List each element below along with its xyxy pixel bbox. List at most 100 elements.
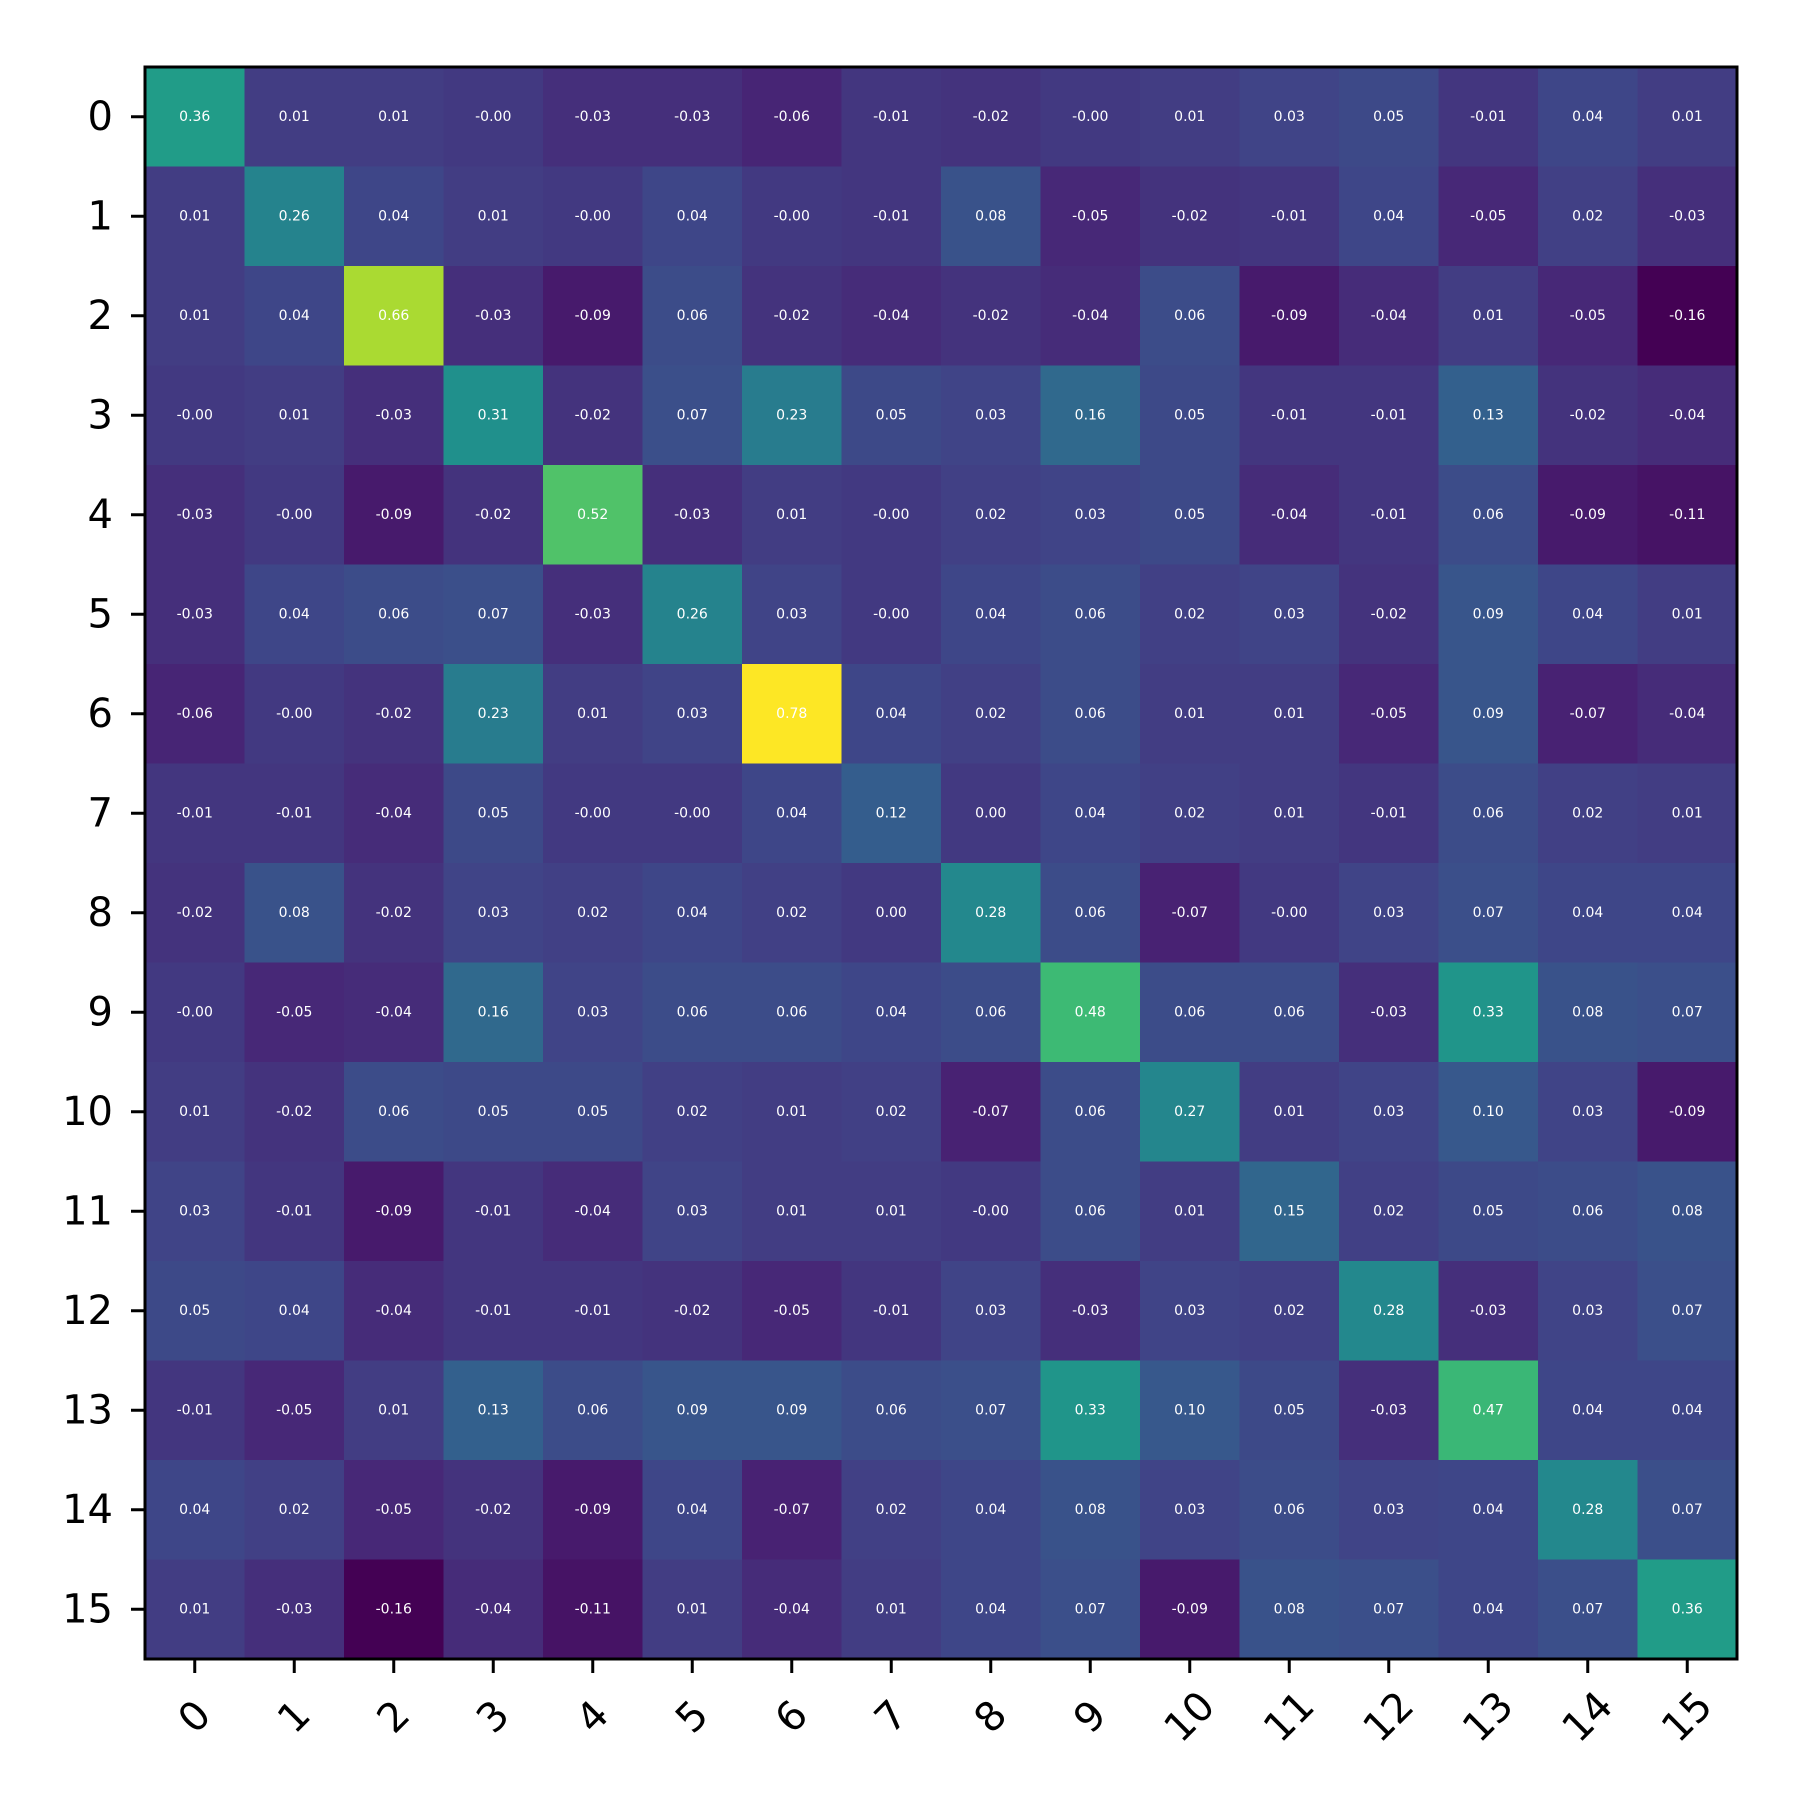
cell-value-label-9-8: 0.06 bbox=[975, 1004, 1006, 1020]
heatmap-cell-13-3 bbox=[443, 1360, 544, 1461]
cell-value-label-0-7: -0.01 bbox=[873, 109, 909, 125]
cell-value-label-15-13: 0.04 bbox=[1473, 1601, 1504, 1617]
cell-value-label-11-5: 0.03 bbox=[677, 1203, 708, 1219]
cell-value-label-4-2: -0.09 bbox=[376, 507, 412, 523]
heatmap-cell-2-4 bbox=[543, 266, 643, 366]
y-tick-label-11: 11 bbox=[62, 1188, 113, 1234]
cell-value-label-4-1: -0.00 bbox=[276, 507, 312, 523]
heatmap-cell-6-9 bbox=[1040, 664, 1141, 764]
cell-value-label-11-6: 0.01 bbox=[776, 1203, 807, 1219]
cell-value-label-8-2: -0.02 bbox=[376, 905, 412, 921]
heatmap-cell-11-9 bbox=[1040, 1161, 1141, 1262]
heatmap-cell-15-3 bbox=[443, 1559, 544, 1660]
heatmap-cell-13-10 bbox=[1140, 1360, 1240, 1461]
heatmap-cell-6-10 bbox=[1140, 664, 1240, 764]
heatmap-cell-8-0 bbox=[145, 863, 245, 963]
cell-value-label-2-4: -0.09 bbox=[575, 308, 611, 324]
cell-value-label-6-7: 0.04 bbox=[876, 706, 907, 722]
heatmap-cell-10-4 bbox=[543, 1062, 643, 1162]
cell-value-label-10-10: 0.27 bbox=[1174, 1104, 1205, 1120]
heatmap-cell-8-15 bbox=[1637, 863, 1738, 963]
heatmap-cell-0-9 bbox=[1040, 67, 1141, 167]
heatmap-cell-13-14 bbox=[1538, 1360, 1638, 1461]
heatmap-cell-9-11 bbox=[1239, 962, 1340, 1063]
heatmap-cell-2-11 bbox=[1239, 266, 1340, 366]
cell-value-label-3-4: -0.02 bbox=[575, 407, 611, 423]
cell-value-label-13-9: 0.33 bbox=[1075, 1402, 1106, 1418]
heatmap-cell-7-7 bbox=[841, 763, 942, 864]
y-tick-label-1: 1 bbox=[88, 193, 113, 239]
y-tick-label-9: 9 bbox=[88, 989, 113, 1035]
heatmap-cell-2-2 bbox=[344, 266, 444, 366]
heatmap-cell-1-5 bbox=[642, 166, 743, 267]
heatmap-cell-6-4 bbox=[543, 664, 643, 764]
cell-value-label-0-1: 0.01 bbox=[279, 109, 310, 125]
cell-value-label-5-3: 0.07 bbox=[478, 606, 509, 622]
cell-value-label-13-15: 0.04 bbox=[1672, 1402, 1703, 1418]
cell-value-label-15-4: -0.11 bbox=[575, 1601, 611, 1617]
cell-value-label-9-11: 0.06 bbox=[1274, 1004, 1305, 1020]
heatmap-cell-3-7 bbox=[841, 365, 942, 466]
cell-value-label-10-11: 0.01 bbox=[1274, 1104, 1305, 1120]
cell-value-label-13-2: 0.01 bbox=[378, 1402, 409, 1418]
heatmap-cell-6-3 bbox=[443, 664, 544, 764]
heatmap-cell-5-7 bbox=[841, 564, 942, 665]
cell-value-label-10-9: 0.06 bbox=[1075, 1104, 1106, 1120]
heatmap-cell-5-6 bbox=[742, 564, 842, 665]
heatmap-cell-12-4 bbox=[543, 1261, 643, 1361]
cell-value-label-14-5: 0.04 bbox=[677, 1502, 708, 1518]
cell-value-label-15-14: 0.07 bbox=[1572, 1601, 1603, 1617]
cell-value-label-9-13: 0.33 bbox=[1473, 1004, 1504, 1020]
cell-value-label-6-8: 0.02 bbox=[975, 706, 1006, 722]
heatmap-cell-11-8 bbox=[941, 1161, 1041, 1262]
heatmap-cell-5-12 bbox=[1339, 564, 1439, 665]
heatmap-cell-12-14 bbox=[1538, 1261, 1638, 1361]
heatmap-cell-4-4 bbox=[543, 465, 643, 565]
heatmap-cell-8-9 bbox=[1040, 863, 1141, 963]
cell-value-label-9-9: 0.48 bbox=[1075, 1004, 1106, 1020]
cells-layer bbox=[145, 67, 1738, 1660]
cell-value-label-0-9: -0.00 bbox=[1072, 109, 1108, 125]
cell-value-label-1-1: 0.26 bbox=[279, 208, 310, 224]
cell-value-label-11-10: 0.01 bbox=[1174, 1203, 1205, 1219]
cell-value-label-4-9: 0.03 bbox=[1075, 507, 1106, 523]
cell-value-label-12-13: -0.03 bbox=[1470, 1303, 1506, 1319]
heatmap-cell-3-15 bbox=[1637, 365, 1738, 466]
cell-value-label-7-2: -0.04 bbox=[376, 805, 412, 821]
heatmap-cell-7-8 bbox=[941, 763, 1041, 864]
heatmap-cell-13-5 bbox=[642, 1360, 743, 1461]
heatmap-cell-9-7 bbox=[841, 962, 942, 1063]
heatmap-cell-5-15 bbox=[1637, 564, 1738, 665]
cell-value-label-1-3: 0.01 bbox=[478, 208, 509, 224]
heatmap-cell-6-15 bbox=[1637, 664, 1738, 764]
heatmap-cell-3-8 bbox=[941, 365, 1041, 466]
cell-value-label-2-3: -0.03 bbox=[475, 308, 511, 324]
heatmap-cell-14-8 bbox=[941, 1460, 1041, 1560]
x-tick-label-2: 2 bbox=[368, 1692, 419, 1743]
heatmap-cell-0-10 bbox=[1140, 67, 1240, 167]
heatmap-cell-9-13 bbox=[1438, 962, 1539, 1063]
cell-value-label-8-12: 0.03 bbox=[1373, 905, 1404, 921]
heatmap-cell-7-9 bbox=[1040, 763, 1141, 864]
cell-value-label-11-11: 0.15 bbox=[1274, 1203, 1305, 1219]
heatmap-cell-10-11 bbox=[1239, 1062, 1340, 1162]
cell-value-label-1-7: -0.01 bbox=[873, 208, 909, 224]
cell-value-label-4-0: -0.03 bbox=[177, 507, 213, 523]
heatmap-cell-15-8 bbox=[941, 1559, 1041, 1660]
heatmap-cell-2-13 bbox=[1438, 266, 1539, 366]
cell-value-label-14-0: 0.04 bbox=[179, 1502, 210, 1518]
cell-value-label-14-6: -0.07 bbox=[774, 1502, 810, 1518]
heatmap-cell-9-0 bbox=[145, 962, 245, 1063]
cell-value-label-0-5: -0.03 bbox=[674, 109, 710, 125]
cell-value-label-2-0: 0.01 bbox=[179, 308, 210, 324]
heatmap-cell-4-2 bbox=[344, 465, 444, 565]
cell-value-label-8-0: -0.02 bbox=[177, 905, 213, 921]
heatmap-cell-14-12 bbox=[1339, 1460, 1439, 1560]
cell-value-label-11-3: -0.01 bbox=[475, 1203, 511, 1219]
heatmap-cell-5-8 bbox=[941, 564, 1041, 665]
heatmap-cell-0-14 bbox=[1538, 67, 1638, 167]
x-tick-label-6: 6 bbox=[766, 1692, 817, 1743]
cell-value-label-9-6: 0.06 bbox=[776, 1004, 807, 1020]
heatmap-cell-15-4 bbox=[543, 1559, 643, 1660]
heatmap-cell-10-8 bbox=[941, 1062, 1041, 1162]
